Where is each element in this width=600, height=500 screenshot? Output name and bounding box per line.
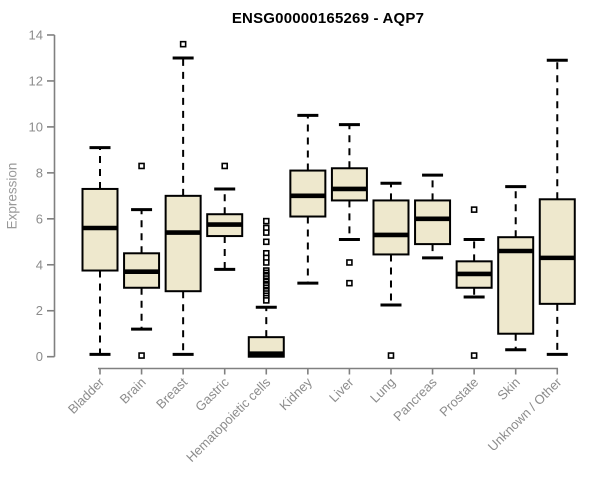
x-tick-label-lung: Lung [367,375,398,406]
y-tick-label: 4 [36,257,43,272]
x-tick-label-kidney: Kidney [276,374,315,413]
iqr-box [372,199,410,256]
y-tick-label: 8 [36,165,43,180]
iqr-box [164,194,202,293]
x-tick-label-breast: Breast [153,374,190,411]
box-kidney [289,113,327,285]
outlier-point [387,352,395,359]
outlier-point [221,162,229,170]
outlier-point [262,259,270,266]
outlier-point [470,206,478,213]
x-tick-label-gastric: Gastric [192,374,232,414]
outlier-point [262,238,270,246]
x-tick-label-pancreas: Pancreas [390,374,440,424]
outlier-point [262,217,270,225]
box-pancreas [414,173,452,260]
box-gastric [206,162,244,271]
chart-title: ENSG00000165269 - AQP7 [231,10,425,27]
x-tick-label-brain: Brain [117,375,149,407]
box-brain [123,162,161,359]
outlier-point [346,259,353,266]
outlier-point [262,229,270,236]
box-skin [497,185,535,352]
box-lung [372,181,410,359]
outlier-point [179,40,187,48]
box-unknown-other [538,58,576,356]
outlier-point [470,352,478,359]
x-tick-label-skin: Skin [494,375,522,403]
iqr-box [414,199,452,246]
box-liver [330,123,368,287]
x-tick-label-unknown-other: Unknown / Other [485,374,565,454]
y-axis: 0 2 4 6 8 10 12 14 [29,27,56,364]
y-tick-label: 2 [36,303,43,318]
y-tick-label: 6 [36,211,43,226]
box-hematopoietic-cells [247,217,285,358]
y-tick-label: 0 [36,349,43,364]
outlier-point [138,162,145,170]
iqr-box [538,198,576,305]
box-breast [164,40,202,356]
box-bladder [81,146,119,356]
box-prostate [455,206,493,359]
x-tick-label-bladder: Bladder [65,374,108,417]
outlier-point [346,279,353,287]
y-tick-label: 14 [29,27,43,42]
iqr-box [330,167,368,202]
x-tick-label-prostate: Prostate [436,375,481,420]
y-tick-label: 12 [29,73,43,88]
outlier-point [138,352,145,359]
x-tick-label-liver: Liver [326,374,357,405]
y-tick-label: 10 [29,119,43,134]
outlier-point [262,297,270,304]
